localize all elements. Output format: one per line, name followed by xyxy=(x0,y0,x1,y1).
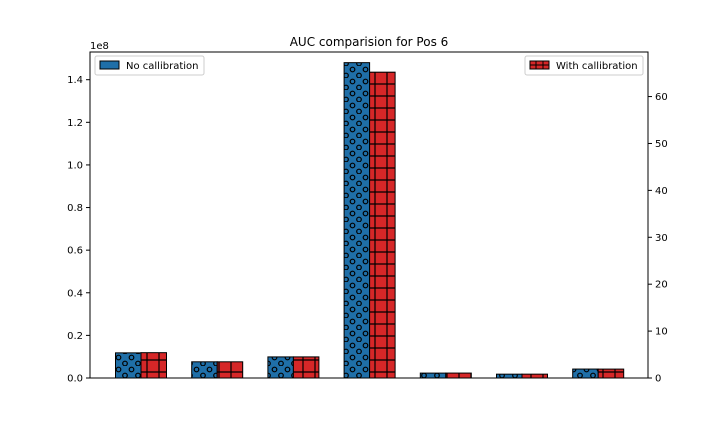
left-tick-label: 0.0 xyxy=(67,374,83,385)
bars-layer xyxy=(115,62,625,379)
left-tick-label: 0.4 xyxy=(67,288,83,299)
left-tick-label: 1.0 xyxy=(67,160,83,171)
left-tick-label: 0.8 xyxy=(67,203,83,214)
bar-hatch xyxy=(496,373,523,379)
right-tick-label: 40 xyxy=(655,186,668,197)
plot-frame xyxy=(89,51,649,379)
bar-hatch xyxy=(597,368,625,379)
left-tick-label: 1.4 xyxy=(67,75,83,86)
bar-hatch xyxy=(140,352,167,379)
legend-right: With callibration xyxy=(524,55,644,76)
right-tick-label: 20 xyxy=(655,280,668,291)
right-tick-label: 60 xyxy=(655,92,668,103)
bar-hatch xyxy=(572,368,599,379)
bar-hatch xyxy=(343,62,371,379)
left-tick-label: 0.2 xyxy=(67,331,83,342)
legend-left-label: No callibration xyxy=(126,61,198,72)
right-tick-label: 10 xyxy=(655,327,668,338)
right-tick-label: 30 xyxy=(655,233,668,244)
bar-hatch xyxy=(191,361,218,379)
bar-hatch xyxy=(419,372,447,379)
bar-hatch xyxy=(521,373,548,379)
bar-hatch xyxy=(369,71,396,379)
legend-right-swatch-hatch xyxy=(530,61,549,69)
left-tick-label: 0.6 xyxy=(67,246,83,257)
legend-right-label: With callibration xyxy=(556,61,638,72)
y-axis-offset-label: 1e8 xyxy=(90,41,109,52)
bar-hatch xyxy=(292,356,320,379)
legend-left-swatch xyxy=(99,60,120,70)
legend-left: No callibration xyxy=(94,55,205,76)
legend-right-frame xyxy=(524,55,644,76)
left-tick-label: 1.2 xyxy=(67,118,83,129)
legend-left-frame xyxy=(94,55,205,76)
bar-hatch xyxy=(216,361,244,379)
bar-hatch xyxy=(115,352,142,379)
left-y-axis: 0.0 0.2 0.4 0.6 0.8 1.0 1.2 1.4 xyxy=(67,75,90,385)
chart-title: AUC comparision for Pos 6 xyxy=(290,35,449,49)
right-tick-label: 50 xyxy=(655,139,668,150)
right-y-axis: 0 10 20 30 40 50 60 xyxy=(648,92,668,385)
right-tick-label: 0 xyxy=(655,374,661,385)
bar-hatch xyxy=(445,372,472,379)
bar-hatch xyxy=(267,356,294,379)
